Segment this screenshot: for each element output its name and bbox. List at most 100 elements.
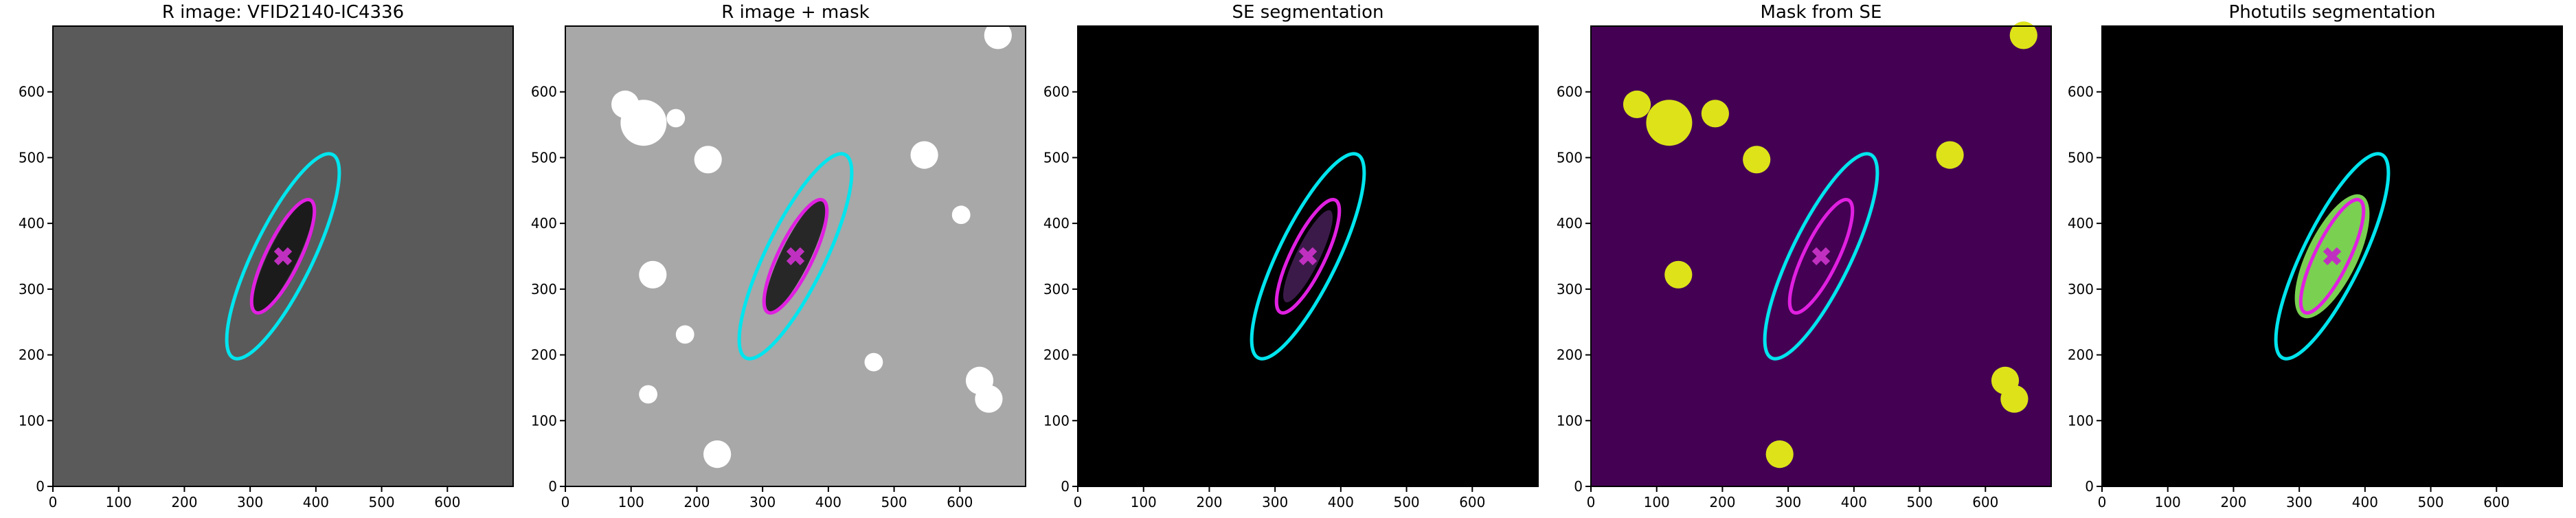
x-tick-label: 200: [1196, 494, 1222, 510]
y-tick-label: 200: [2068, 347, 2094, 363]
x-tick-label: 100: [2155, 494, 2181, 510]
x-tick-label: 0: [1587, 494, 1596, 510]
y-tick-label: 100: [1557, 412, 1583, 429]
x-tick-label: 200: [171, 494, 197, 510]
y-tick-label: 200: [19, 347, 45, 363]
mask-blob: [1936, 141, 1964, 169]
y-tick-label: 300: [1043, 281, 1070, 297]
x-tick-label: 300: [749, 494, 776, 510]
x-tick-label: 400: [815, 494, 841, 510]
mask-blob: [620, 100, 667, 146]
mask-blob: [864, 352, 883, 372]
x-tick-label: 400: [303, 494, 329, 510]
x-tick-label: 100: [618, 494, 644, 510]
y-tick-label: 0: [2085, 478, 2094, 495]
x-tick-label: 600: [1459, 494, 1485, 510]
aperture-ellipse: [1763, 152, 1879, 361]
panel-title: SE segmentation: [1232, 2, 1384, 23]
x-tick-label: 500: [1906, 494, 1932, 510]
center-marker: [2323, 247, 2342, 266]
mask-blob: [2009, 21, 2037, 49]
x-tick-label: 500: [2417, 494, 2443, 510]
x-tick-label: 300: [2286, 494, 2312, 510]
y-tick-label: 0: [36, 478, 45, 495]
x-tick-label: 500: [881, 494, 907, 510]
panel: Mask from SE 0 100 200 300 400 500 600 0 100 200 30…: [1557, 2, 2052, 510]
panel: Photutils segmentation 0 100 200 300 400 500 60…: [2068, 2, 2563, 510]
aperture-ellipse: [1274, 198, 1342, 315]
x-tick-label: 0: [561, 494, 570, 510]
center-marker: [786, 247, 805, 266]
y-tick-label: 300: [19, 281, 45, 297]
x-tick-label: 0: [2098, 494, 2107, 510]
mask-blob: [639, 260, 667, 289]
y-tick-label: 500: [531, 149, 557, 166]
panel-title: R image + mask: [721, 2, 870, 23]
y-tick-label: 200: [1557, 347, 1583, 363]
aperture-ellipse: [225, 152, 341, 361]
aperture-ellipse: [2298, 198, 2366, 315]
y-tick-label: 0: [1061, 478, 1070, 495]
y-tick-label: 500: [19, 149, 45, 166]
mask-blob: [639, 385, 657, 404]
aperture-ellipse: [1787, 198, 1855, 315]
y-tick-label: 0: [548, 478, 557, 495]
x-tick-label: 200: [683, 494, 710, 510]
aperture-ellipse: [762, 198, 829, 315]
y-tick-label: 600: [19, 84, 45, 100]
y-tick-label: 500: [2068, 149, 2094, 166]
y-tick-label: 500: [1043, 149, 1070, 166]
y-tick-label: 200: [1043, 347, 1070, 363]
x-tick-label: 100: [1131, 494, 1157, 510]
mask-blob: [951, 205, 971, 225]
x-tick-label: 300: [237, 494, 263, 510]
x-tick-label: 300: [1775, 494, 1801, 510]
mask-blob: [1623, 90, 1651, 118]
x-tick-label: 100: [106, 494, 132, 510]
y-tick-label: 300: [2068, 281, 2094, 297]
aperture-ellipse: [2274, 152, 2391, 361]
x-tick-label: 600: [1972, 494, 1998, 510]
mask-blob: [975, 385, 1003, 413]
x-tick-label: 400: [2352, 494, 2378, 510]
panel-title: R image: VFID2140-IC4336: [162, 2, 404, 23]
panel-title: Mask from SE: [1761, 2, 1882, 23]
x-tick-label: 100: [1644, 494, 1670, 510]
x-tick-label: 200: [1709, 494, 1735, 510]
mask-blob: [694, 146, 722, 174]
y-tick-label: 400: [19, 215, 45, 232]
y-tick-label: 400: [531, 215, 557, 232]
y-tick-label: 100: [531, 412, 557, 429]
y-tick-label: 600: [1557, 84, 1583, 100]
aperture-ellipse: [737, 152, 854, 361]
x-tick-label: 0: [49, 494, 58, 510]
mask-blob: [984, 21, 1012, 49]
axes-frame: [1077, 25, 1539, 487]
y-tick-label: 400: [2068, 215, 2094, 232]
x-tick-label: 500: [1393, 494, 1419, 510]
panel-title: Photutils segmentation: [2229, 2, 2436, 23]
axes-frame: [52, 25, 514, 487]
aperture-ellipse: [249, 198, 317, 315]
mask-blob: [1743, 146, 1771, 174]
mask-blob: [2000, 385, 2029, 413]
mask-blob: [666, 109, 686, 128]
x-tick-label: 200: [2220, 494, 2246, 510]
mask-blob: [675, 325, 694, 344]
axes-frame: [1590, 25, 2052, 487]
x-tick-label: 0: [1074, 494, 1083, 510]
y-tick-label: 300: [531, 281, 557, 297]
x-tick-label: 500: [368, 494, 394, 510]
x-tick-label: 600: [947, 494, 973, 510]
panel: R image: VFID2140-IC4336 0 100 200 300 400 500…: [19, 2, 514, 510]
center-marker: [1811, 247, 1831, 266]
x-tick-label: 600: [2483, 494, 2509, 510]
y-tick-label: 200: [531, 347, 557, 363]
y-tick-label: 100: [2068, 412, 2094, 429]
y-tick-label: 400: [1043, 215, 1070, 232]
mask-blob: [703, 440, 732, 469]
panel: SE segmentation 0 100 200 300 400 500 600 0 100 20…: [1043, 2, 1539, 510]
x-tick-label: 400: [1841, 494, 1867, 510]
mask-blob: [1701, 100, 1729, 128]
y-tick-label: 600: [1043, 84, 1070, 100]
